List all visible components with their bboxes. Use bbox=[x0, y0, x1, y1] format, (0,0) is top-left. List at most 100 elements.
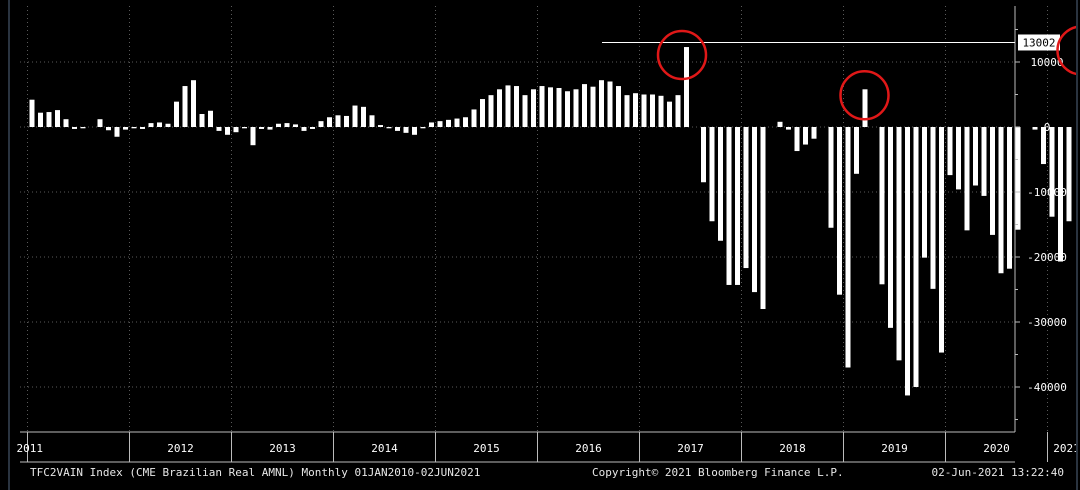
bar bbox=[947, 127, 953, 176]
bars bbox=[29, 47, 1072, 396]
bar bbox=[522, 95, 528, 127]
bar bbox=[973, 127, 978, 186]
bar bbox=[641, 94, 647, 127]
bar bbox=[157, 122, 162, 127]
bar bbox=[616, 86, 621, 127]
bar bbox=[140, 127, 145, 129]
bar bbox=[1032, 127, 1038, 130]
x-year-label: 2019 bbox=[881, 442, 908, 455]
bar bbox=[165, 123, 171, 127]
x-year-label: 2015 bbox=[473, 442, 500, 455]
bar bbox=[148, 123, 154, 127]
bar bbox=[590, 86, 596, 127]
bar bbox=[480, 99, 485, 127]
x-year-label: 2011 bbox=[17, 442, 44, 455]
bar bbox=[854, 127, 859, 174]
bar bbox=[437, 121, 443, 127]
bar bbox=[233, 127, 239, 133]
bar bbox=[497, 89, 502, 127]
bar bbox=[1041, 127, 1046, 165]
bar bbox=[310, 127, 315, 129]
bar bbox=[199, 114, 205, 127]
bar bbox=[556, 88, 562, 127]
bar bbox=[896, 127, 902, 361]
bar bbox=[46, 112, 52, 127]
bar bbox=[395, 127, 400, 131]
bar bbox=[429, 122, 434, 127]
x-year-label: 2016 bbox=[575, 442, 602, 455]
bar bbox=[582, 84, 587, 127]
bar bbox=[55, 110, 60, 127]
bar bbox=[718, 127, 723, 241]
bar bbox=[607, 81, 613, 127]
bar bbox=[63, 119, 69, 127]
bar bbox=[667, 101, 672, 127]
bar bbox=[327, 117, 332, 127]
bar bbox=[990, 127, 995, 235]
bar bbox=[97, 119, 103, 127]
y-tick-label: 0 bbox=[1044, 121, 1051, 134]
bar bbox=[276, 123, 281, 127]
bar bbox=[743, 127, 749, 269]
bar bbox=[862, 89, 868, 127]
bar bbox=[250, 127, 256, 146]
bar bbox=[344, 115, 349, 127]
bar bbox=[956, 127, 961, 190]
y-tick-label: -30000 bbox=[1027, 316, 1067, 329]
bar bbox=[488, 95, 494, 127]
annotations: 13002 bbox=[602, 25, 1076, 121]
bar bbox=[446, 119, 451, 127]
bar bbox=[539, 86, 545, 127]
bar bbox=[922, 127, 927, 258]
bar bbox=[412, 127, 417, 135]
x-year-label: 2018 bbox=[779, 442, 806, 455]
bar bbox=[114, 127, 120, 137]
bar bbox=[650, 94, 655, 127]
bar bbox=[131, 127, 137, 129]
bar bbox=[403, 127, 409, 133]
bar bbox=[182, 86, 188, 127]
highlight-circle bbox=[839, 70, 890, 121]
highlight-circle bbox=[1056, 25, 1076, 76]
bar bbox=[29, 99, 35, 127]
bar bbox=[216, 127, 222, 131]
bar bbox=[318, 121, 324, 127]
footer-timestamp: 02-Jun-2021 13:22:40 bbox=[931, 466, 1064, 479]
x-year-label: 2020 bbox=[983, 442, 1010, 455]
y-tick-label: 10000 bbox=[1030, 56, 1063, 69]
bar bbox=[174, 101, 179, 127]
last-value-label: 13002 bbox=[1022, 36, 1055, 49]
bar bbox=[777, 121, 783, 127]
bar bbox=[1066, 127, 1072, 222]
bar bbox=[913, 127, 919, 387]
bar bbox=[361, 106, 366, 127]
bar bbox=[267, 127, 273, 130]
bar bbox=[939, 127, 944, 353]
bar bbox=[735, 127, 740, 285]
bar bbox=[225, 127, 230, 135]
bar bbox=[888, 127, 893, 328]
bar bbox=[1007, 127, 1012, 269]
bar-chart: 10000 0 -10000 -20000 -30000 -40000 2011 2012 20… bbox=[17, 6, 1076, 463]
x-year-label: 2013 bbox=[269, 442, 296, 455]
bar bbox=[837, 127, 842, 295]
x-year-label: 2021 bbox=[1053, 442, 1076, 455]
bar bbox=[981, 127, 987, 196]
bar bbox=[760, 127, 766, 309]
bar bbox=[471, 109, 477, 127]
bar bbox=[964, 127, 970, 231]
bar bbox=[684, 47, 689, 127]
grid-lines bbox=[20, 6, 1048, 432]
bar bbox=[284, 123, 290, 127]
bar bbox=[701, 127, 706, 183]
bar bbox=[80, 127, 86, 129]
bar bbox=[565, 91, 570, 127]
bar bbox=[463, 117, 468, 127]
bar bbox=[514, 86, 519, 127]
bar bbox=[548, 87, 553, 127]
bar bbox=[1015, 127, 1021, 230]
bar bbox=[38, 112, 43, 127]
bar bbox=[675, 95, 681, 127]
bar bbox=[72, 127, 77, 129]
bar bbox=[531, 89, 536, 127]
